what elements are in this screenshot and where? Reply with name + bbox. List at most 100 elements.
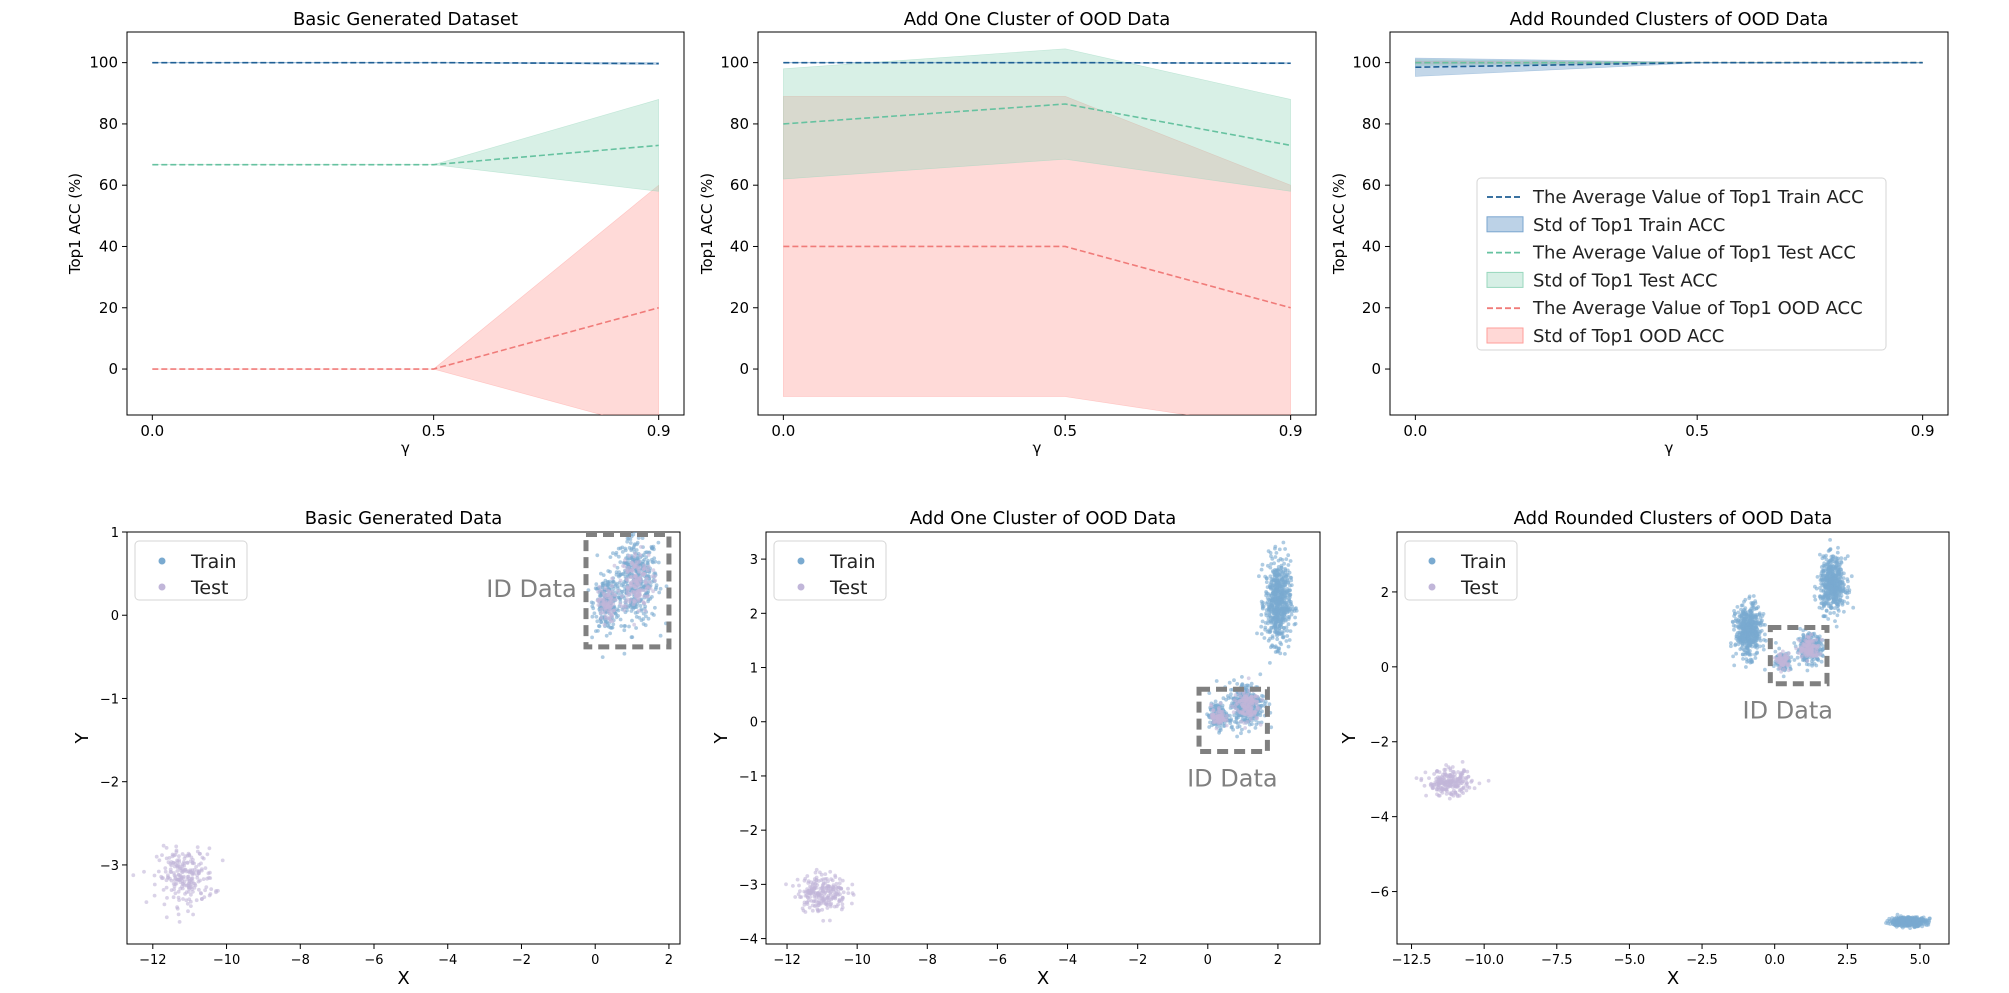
data-point (1258, 722, 1263, 727)
data-point (1748, 628, 1752, 632)
data-point (173, 891, 178, 896)
data-point (1798, 626, 1802, 631)
data-point (643, 623, 648, 628)
data-point (1268, 619, 1273, 623)
data-point (1265, 596, 1270, 601)
cluster-test (595, 584, 618, 627)
data-point (656, 560, 661, 565)
data-point (1747, 594, 1752, 599)
data-point (1781, 649, 1785, 654)
data-point (1217, 707, 1221, 712)
data-point (633, 552, 637, 556)
data-point (803, 910, 808, 914)
data-point (209, 887, 214, 891)
id-data-box (1196, 686, 1270, 755)
data-point (1239, 731, 1243, 736)
data-point (1749, 610, 1753, 614)
data-point (1232, 719, 1237, 724)
data-point (613, 593, 618, 598)
data-point (632, 565, 637, 569)
y-tick-label: 0 (111, 609, 119, 624)
data-point (1751, 594, 1756, 598)
data-point (600, 655, 605, 659)
data-point (1284, 639, 1289, 643)
data-point (1814, 663, 1819, 668)
data-point (640, 536, 645, 540)
data-point (1814, 645, 1818, 650)
data-point (163, 869, 168, 874)
data-point (214, 890, 218, 895)
data-point (1801, 628, 1806, 633)
x-tick-label: 0.0 (1403, 422, 1427, 440)
data-point (160, 853, 164, 857)
data-point (1792, 641, 1797, 645)
data-point (1845, 577, 1850, 581)
data-point (1469, 780, 1474, 784)
data-point (1279, 565, 1284, 570)
data-point (1839, 572, 1844, 576)
data-point (1826, 617, 1831, 621)
data-point (1248, 699, 1253, 704)
data-point (633, 532, 637, 534)
data-point (1817, 634, 1822, 639)
data-point (1740, 652, 1745, 657)
data-point (1288, 575, 1293, 580)
data-point (620, 589, 625, 594)
data-point (610, 589, 614, 594)
data-point (1750, 625, 1755, 630)
data-point (603, 607, 608, 612)
mean-line-series-1 (783, 103, 1291, 147)
data-point (590, 635, 594, 640)
panel-basic-generated-data: Basic Generated Data X Y ID Data−12 −10 −8… (72, 508, 681, 989)
data-point (197, 887, 201, 892)
data-point (1218, 701, 1223, 706)
data-point (812, 894, 817, 899)
data-point (1914, 920, 1919, 924)
data-point (190, 861, 195, 866)
plot-frame (1396, 531, 1950, 945)
data-point (1810, 663, 1814, 668)
data-point (1810, 654, 1814, 659)
x-axis-label: X (397, 968, 409, 989)
plot-frame (126, 31, 685, 416)
data-point (1258, 672, 1263, 677)
data-point (1832, 606, 1837, 610)
data-point (827, 895, 831, 900)
data-point (620, 604, 624, 609)
data-point (187, 852, 192, 857)
data-point (628, 541, 633, 545)
mean-line-series-2 (152, 306, 659, 370)
data-point (632, 543, 637, 548)
data-point (637, 569, 641, 574)
data-point (638, 603, 643, 608)
data-point (639, 545, 643, 549)
data-point (1472, 786, 1477, 791)
data-point (175, 869, 180, 873)
x-tick-label: −12 (773, 953, 800, 968)
data-point (1254, 716, 1259, 720)
data-point (173, 876, 178, 881)
data-point (1819, 659, 1824, 664)
data-point (634, 560, 639, 564)
data-point (604, 633, 609, 638)
data-point (627, 524, 631, 528)
data-point (1249, 706, 1253, 711)
data-point (1739, 607, 1743, 612)
data-point (184, 898, 189, 903)
cluster-test (1414, 760, 1491, 801)
data-point (187, 876, 191, 881)
data-point (191, 857, 195, 862)
data-point (200, 855, 205, 860)
data-point (1286, 622, 1291, 627)
data-point (1264, 580, 1269, 584)
data-point (1732, 627, 1736, 632)
data-point (644, 586, 649, 591)
data-point (1276, 648, 1281, 653)
data-point (1236, 721, 1240, 726)
data-point (1838, 562, 1842, 567)
data-point (648, 586, 653, 591)
data-point (1824, 553, 1828, 558)
data-point (1277, 573, 1282, 578)
data-point (180, 852, 185, 856)
